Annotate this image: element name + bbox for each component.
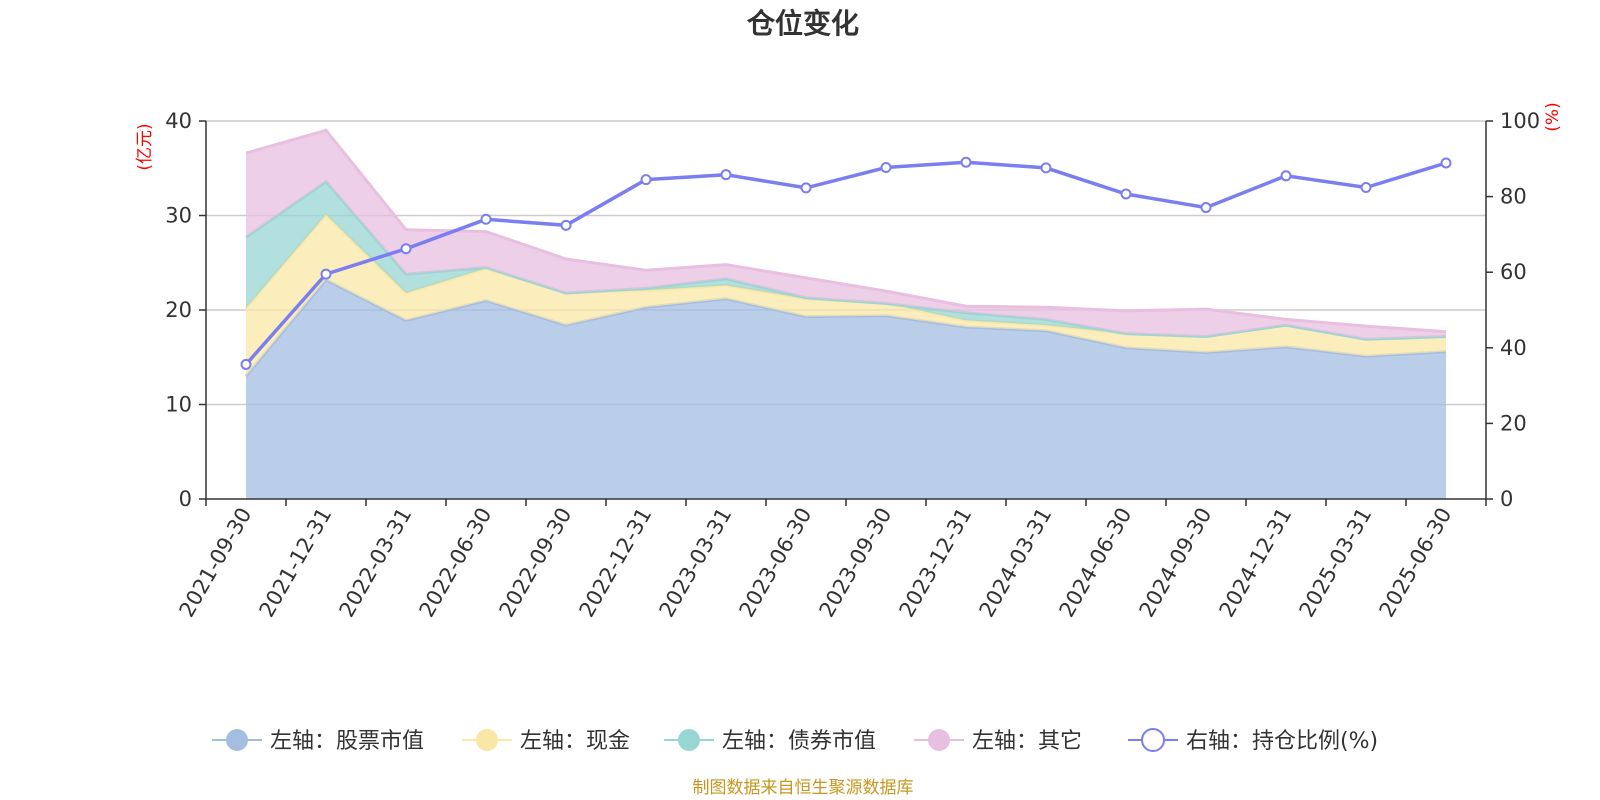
x-tick-label: 2023-12-31 <box>895 504 977 622</box>
x-tick-label: 2022-12-31 <box>575 504 657 622</box>
right-tick-label: 80 <box>1500 185 1527 209</box>
ratio-point <box>1040 162 1052 174</box>
legend-marker <box>1141 728 1165 752</box>
ratio-point <box>1440 157 1452 169</box>
area-series-4 <box>246 130 1446 340</box>
x-tick-label: 2022-09-30 <box>495 504 577 622</box>
x-tick-label: 2022-06-30 <box>415 504 497 622</box>
ratio-point <box>880 161 892 173</box>
ratio-point <box>320 268 332 280</box>
ratio-line-path <box>244 160 1447 366</box>
legend: 左轴：股票市值 左轴：现金 左轴：债券市值 左轴：其它 右轴：持仓比例(%) <box>212 728 1378 754</box>
ratio-point <box>960 156 972 168</box>
x-tick-label: 2024-03-31 <box>975 504 1057 622</box>
area-series-1 <box>246 279 1446 499</box>
x-tick-label: 2023-06-30 <box>735 504 817 622</box>
right-tick-label: 40 <box>1500 336 1527 360</box>
legend-marker <box>928 729 950 751</box>
ratio-point <box>720 169 732 181</box>
x-tick-label: 2024-06-30 <box>1055 504 1137 622</box>
area-top-line-4 <box>245 128 1447 334</box>
stacked-areas <box>244 128 1447 499</box>
right-tick-label: 0 <box>1500 487 1513 511</box>
ratio-point <box>560 219 572 231</box>
x-tick-label: 2025-03-31 <box>1295 504 1377 622</box>
left-tick-label: 10 <box>165 393 192 417</box>
legend-label: 左轴：股票市值 <box>270 729 424 754</box>
ratio-point <box>1280 170 1292 182</box>
data-source-note: 制图数据来自恒生聚源数据库 <box>693 778 914 798</box>
x-tick-label: 2025-06-30 <box>1375 504 1457 622</box>
ratio-point <box>400 243 412 255</box>
right-tick-label: 100 <box>1500 109 1540 133</box>
legend-label: 左轴：其它 <box>972 729 1082 754</box>
left-axis-unit: (亿元) <box>135 123 155 170</box>
ratio-line <box>240 156 1452 370</box>
x-tick-label: 2021-12-31 <box>255 504 337 622</box>
right-tick-label: 20 <box>1500 411 1527 435</box>
legend-label: 右轴：持仓比例(%) <box>1186 729 1378 754</box>
ratio-point <box>1120 188 1132 200</box>
right-tick-label: 60 <box>1500 260 1527 284</box>
x-tick-label: 2021-09-30 <box>175 504 257 622</box>
x-tick-label: 2024-09-30 <box>1135 504 1217 622</box>
ratio-point <box>240 358 252 370</box>
legend-label: 左轴：债券市值 <box>722 729 876 754</box>
ratio-point <box>1200 202 1212 214</box>
ratio-point <box>640 174 652 186</box>
left-tick-label: 30 <box>165 204 192 228</box>
ratio-point <box>1360 182 1372 194</box>
legend-marker <box>678 729 700 751</box>
legend-marker <box>476 729 498 751</box>
ratio-point <box>800 182 812 194</box>
chart-title: 仓位变化 <box>747 7 859 40</box>
legend-marker <box>226 729 248 751</box>
left-tick-label: 40 <box>165 109 192 133</box>
x-tick-label: 2024-12-31 <box>1215 504 1297 622</box>
left-tick-label: 0 <box>179 487 192 511</box>
x-tick-label: 2023-09-30 <box>815 504 897 622</box>
ratio-point <box>480 213 492 225</box>
right-axis-unit: (%) <box>1543 102 1563 131</box>
legend-label: 左轴：现金 <box>520 729 630 754</box>
left-tick-label: 20 <box>165 298 192 322</box>
x-tick-label: 2022-03-31 <box>335 504 417 622</box>
x-tick-label: 2023-03-31 <box>655 504 737 622</box>
